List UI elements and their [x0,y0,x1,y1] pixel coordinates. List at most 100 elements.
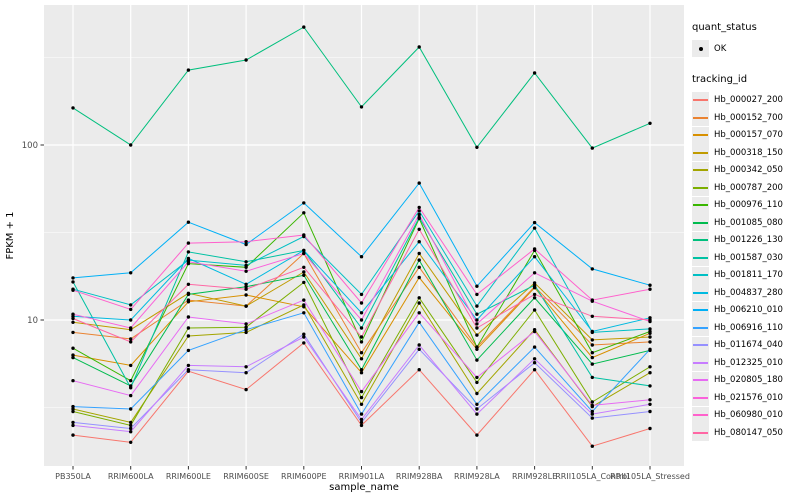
data-point [359,301,364,305]
legend-item-Hb_001085_080: Hb_001085_080 [692,214,800,232]
legend-key [692,126,709,144]
data-point [71,346,75,350]
x-axis-title: sample_name [329,482,399,493]
legend-item-Hb_000157_070: Hb_000157_070 [692,126,800,145]
legend: quant_status OK tracking_id Hb_000027_20… [692,0,800,500]
data-point [648,335,652,339]
data-point [244,330,248,335]
x-tick-label: RRIM928BA [396,472,443,481]
data-point [417,301,421,305]
data-point [244,287,248,291]
data-point [129,426,133,431]
legend-key [692,424,709,442]
data-point [71,355,75,360]
data-point [71,433,75,437]
legend-key [692,284,709,302]
data-point [648,318,652,322]
legend-line-swatch [693,431,708,434]
data-point [417,212,421,217]
data-point [590,355,594,360]
data-point [532,357,537,361]
data-point [129,363,133,368]
data-point [129,440,133,444]
legend-item-Hb_080147_050: Hb_080147_050 [692,424,800,442]
data-point [475,312,479,316]
data-point [532,271,537,275]
data-point [129,271,133,275]
data-point [359,340,364,344]
data-point [475,284,479,288]
data-point [475,318,479,322]
data-point [244,365,248,369]
data-point [532,283,537,287]
data-point [186,250,191,254]
legend-item-Hb_060980_010: Hb_060980_010 [692,406,800,425]
data-point [129,337,133,341]
chart-panel [44,5,684,466]
x-tick-label: RRIM600LE [166,472,211,481]
data-point [302,335,306,339]
data-point [302,233,306,237]
legend-label: Hb_001811_170 [714,270,783,281]
data-point [590,314,594,318]
data-point [71,106,75,110]
legend-line-swatch [693,291,708,294]
data-point [186,334,191,338]
legend-item-Hb_012325_010: Hb_012325_010 [692,354,800,372]
data-point [417,181,421,185]
data-point [359,402,364,406]
data-point [129,430,133,434]
legend-line-swatch [693,204,708,207]
data-point [532,226,537,230]
data-point [648,347,652,351]
y-tick-label: 100 [22,141,38,151]
data-point [129,420,133,425]
legend-title-tracking-id: tracking_id [692,73,748,85]
data-point [359,423,364,428]
data-point [244,260,248,264]
data-point [648,371,652,375]
legend-line-swatch [693,274,708,277]
data-point [475,292,479,297]
data-point [186,363,191,368]
data-point [244,387,248,392]
data-point [532,308,537,312]
data-point [186,300,191,304]
legend-line-swatch [693,116,708,119]
data-point [71,353,75,357]
data-point [71,420,75,425]
data-point [590,298,594,302]
data-point [417,45,421,49]
legend-line-swatch [693,396,708,399]
legend-item-Hb_000027_200: Hb_000027_200 [692,91,800,110]
legend-label: Hb_001226_130 [714,235,783,246]
legend-label: Hb_021576_010 [714,392,783,403]
data-point [186,241,191,245]
data-point [244,58,248,62]
legend-line-swatch [693,134,708,137]
legend-group-tracking-id: tracking_id Hb_000027_200 Hb_000152_700 Hb… [692,74,800,442]
data-point [302,265,306,269]
data-point [648,329,652,334]
data-point [359,292,364,297]
data-point [590,375,594,380]
data-point [359,395,364,400]
data-point [475,375,479,380]
legend-line-swatch [693,344,708,347]
legend-line-swatch [693,256,708,259]
data-point [186,220,191,224]
legend-item-Hb_000342_050: Hb_000342_050 [692,161,800,180]
legend-item-Hb_001226_130: Hb_001226_130 [692,231,800,250]
data-point [475,322,479,326]
data-point [244,285,248,289]
data-point [359,368,364,372]
data-point [129,303,133,307]
legend-label: Hb_004837_280 [714,287,783,298]
data-point [71,312,75,316]
data-point [302,25,306,29]
data-point [359,335,364,339]
legend-item-Hb_006210_010: Hb_006210_010 [692,301,800,320]
legend-key [692,161,709,179]
x-tick-label: RRIM600PE [281,472,327,481]
